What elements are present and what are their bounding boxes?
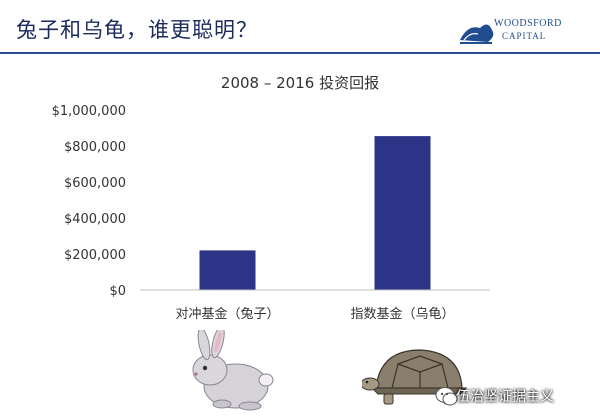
rabbit-icon [192, 330, 274, 411]
y-tick-label: $600,000 [64, 176, 126, 191]
wechat-icon [435, 387, 458, 406]
y-tick-label: $800,000 [64, 140, 126, 155]
logo-line-1: WOODSFORD [494, 18, 562, 29]
y-tick-label: $200,000 [64, 248, 126, 263]
y-axis: $0 $200,000 $400,000 $600,000 $800,000 $1,000… [52, 104, 126, 299]
y-tick-label: $1,000,000 [52, 104, 126, 119]
x-tick-label: 对冲基金（兔子） [175, 306, 279, 322]
y-tick-label: $400,000 [64, 212, 126, 227]
woodsford-logo-icon [460, 24, 494, 44]
y-tick-label: $0 [109, 284, 126, 299]
x-tick-label: 指数基金（乌龟） [350, 306, 454, 322]
slide-title: 兔子和乌龟，谁更聪明？ [16, 18, 258, 42]
watermark-text: 伍治坚证据主义 [456, 389, 554, 405]
chart-title: 2008 – 2016 投资回报 [220, 74, 380, 92]
bar-chart: $0 $200,000 $400,000 $600,000 $800,000 $1,000… [52, 104, 490, 322]
logo-line-2: CAPITAL [502, 31, 547, 41]
bar-0 [199, 250, 256, 290]
x-axis-labels: 对冲基金（兔子） 指数基金（乌龟） [175, 306, 454, 322]
bars-group [199, 136, 431, 290]
title-divider [0, 52, 600, 54]
bar-1 [374, 136, 431, 290]
